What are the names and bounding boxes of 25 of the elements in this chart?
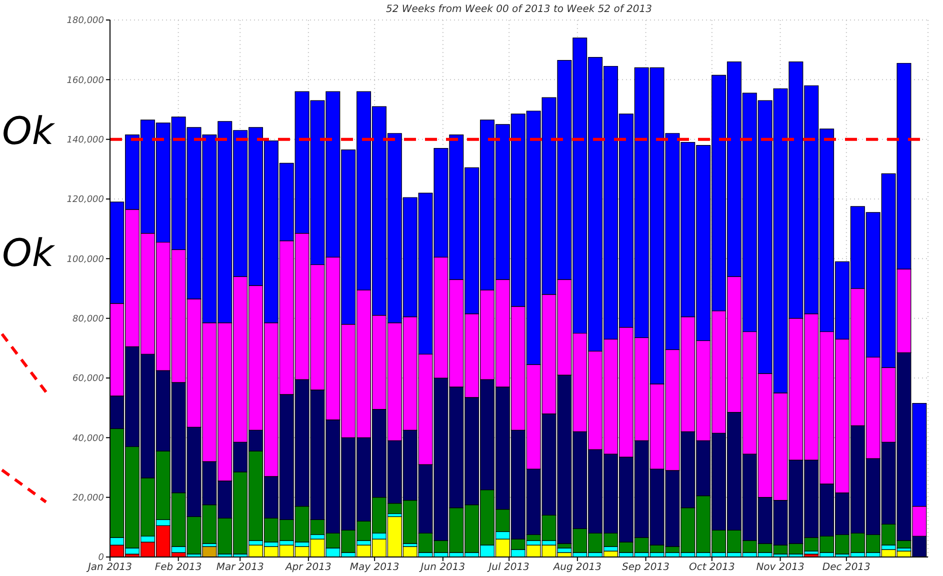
x-tick-label: Sep 2013: [622, 562, 670, 574]
chart-title: 52 Weeks from Week 00 of 2013 to Week 52 of 2013: [384, 4, 653, 15]
y-tick-label: 100,000: [66, 254, 104, 265]
x-tick-label: Jun 2013: [418, 562, 466, 574]
x-tick-label: Nov 2013: [756, 562, 804, 574]
y-tick-label: 160,000: [66, 76, 104, 86]
y-tick-label: 140,000: [66, 136, 104, 146]
y-tick-label: 60,000: [72, 374, 104, 384]
y-tick-label: 180,000: [66, 16, 104, 26]
x-tick-label: Apr 2013: [284, 562, 332, 574]
x-tick-label: Mar 2013: [216, 562, 264, 574]
x-tick-label: Oct 2013: [688, 562, 735, 574]
text: Ok: [2, 231, 54, 275]
x-tick-label: Dec 2013: [822, 562, 870, 574]
x-tick-label: Feb 2013: [154, 562, 202, 574]
x-tick-label: May 2013: [350, 562, 400, 574]
text: Ok: [2, 109, 54, 153]
y-tick-label: 120,000: [66, 195, 104, 206]
x-tick-label: Jan 2013: [86, 562, 132, 574]
x-tick-label: Aug 2013: [552, 562, 602, 574]
y-tick-label: 40,000: [72, 434, 104, 444]
x-tick-label: Jul 2013: [486, 562, 530, 574]
y-tick-label: 0: [98, 553, 104, 564]
y-tick-label: 80,000: [72, 314, 104, 325]
y-tick-label: 20,000: [72, 494, 104, 504]
